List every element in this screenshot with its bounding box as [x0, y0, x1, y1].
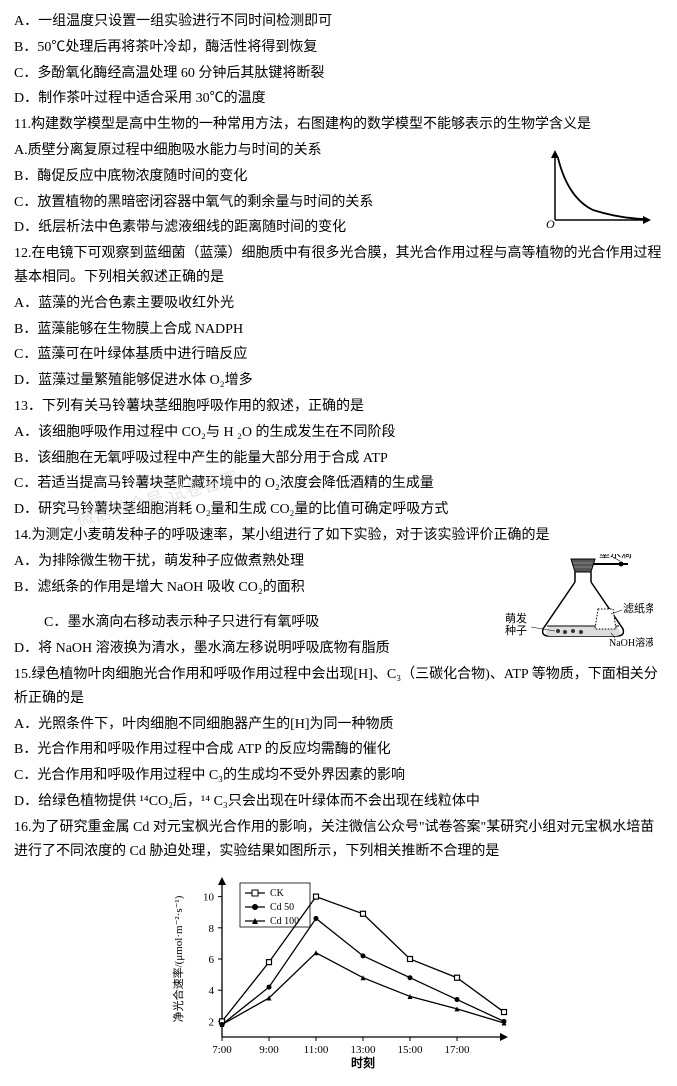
q15-option-b: B．光合作用和呼吸作用过程中合成 ATP 的反应均需酶的催化 [14, 738, 663, 762]
q12-stem: 12.在电镜下可观察到蓝细菌（蓝藻）细胞质中有很多光合膜，其光合作用过程与高等植… [14, 242, 663, 290]
ink-label: 墨水滴 [599, 554, 632, 560]
q12-option-c: C．蓝藻可在叶绿体基质中进行暗反应 [14, 343, 663, 367]
q14-block: 14.为测定小麦萌发种子的呼吸速率，某小组进行了如下实验，对于该实验评价正确的是… [14, 524, 663, 635]
svg-text:15:00: 15:00 [397, 1044, 423, 1056]
svg-text:Cd 50: Cd 50 [270, 902, 294, 913]
svg-text:4: 4 [208, 985, 214, 997]
svg-text:13:00: 13:00 [350, 1044, 376, 1056]
q16-chart-container: 2 4 6 8 10 7:00 9:00 11:00 13:00 15:00 17:00 净光合速率/… [14, 869, 663, 1078]
svg-text:10: 10 [203, 892, 215, 904]
svg-text:6: 6 [208, 954, 214, 966]
q11-stem: 11.构建数学模型是高中生物的一种常用方法，右图建构的数学模型不能够表示的生物学… [14, 113, 663, 137]
seeds-label: 萌发 [505, 611, 527, 625]
svg-text:Cd 100: Cd 100 [270, 916, 299, 927]
axis-origin-label: O [546, 217, 555, 231]
q11-block: 11.构建数学模型是高中生物的一种常用方法，右图建构的数学模型不能够表示的生物学… [14, 113, 663, 240]
svg-text:时刻: 时刻 [350, 1055, 374, 1069]
q15-option-a: A．光照条件下，叶肉细胞不同细胞器产生的[H]为同一种物质 [14, 713, 663, 737]
svg-text:7:00: 7:00 [212, 1044, 232, 1056]
svg-text:净光合速率/(μmol·m⁻²·s⁻¹): 净光合速率/(μmol·m⁻²·s⁻¹) [171, 896, 185, 1023]
decay-curve-figure: O [543, 148, 653, 233]
q13-option-d: D．研究马铃薯块茎细胞消耗 O₂量和生成 CO₂量的比值可确定呼吸方式 [14, 498, 663, 522]
q10-option-c: C．多酚氧化酶经高温处理 60 分钟后其肽键将断裂 [14, 62, 663, 86]
paper-label: 滤纸条 [623, 601, 653, 615]
q16-stem: 16.为了研究重金属 Cd 对元宝枫光合作用的影响，关注微信公众号"试卷答案"某… [14, 816, 663, 864]
q12-option-d: D．蓝藻过量繁殖能够促进水体 O₂增多 [14, 369, 663, 393]
q10-option-d: D．制作茶叶过程中适合采用 30℃的温度 [14, 87, 663, 111]
q15-option-d: D．给绿色植物提供 ¹⁴CO₂后，¹⁴ C₃只会出现在叶绿体而不会出现在线粒体中 [14, 790, 663, 814]
q12-option-b: B．蓝藻能够在生物膜上合成 NADPH [14, 318, 663, 342]
flask-apparatus-figure: 墨水滴 萌发 种子 滤纸条 NaOH溶液 [503, 554, 653, 649]
svg-text:2: 2 [208, 1017, 214, 1029]
svg-text:11:00: 11:00 [303, 1044, 328, 1056]
q10-option-b: B．50℃处理后再将茶叶冷却，酶活性将得到恢复 [14, 36, 663, 60]
svg-text:9:00: 9:00 [259, 1044, 279, 1056]
q13-option-a: A．该细胞呼吸作用过程中 CO₂与 H ₂O 的生成发生在不同阶段 [14, 421, 663, 445]
q10-option-a: A．一组温度只设置一组实验进行不同时间检测即可 [14, 10, 663, 34]
q12-option-a: A．蓝藻的光合色素主要吸收红外光 [14, 292, 663, 316]
q13-option-b: B．该细胞在无氧呼吸过程中产生的能量大部分用于合成 ATP [14, 447, 663, 471]
svg-text:17:00: 17:00 [444, 1044, 470, 1056]
q13-stem: 13．下列有关马铃薯块茎细胞呼吸作用的叙述，正确的是 [14, 395, 663, 419]
q15-option-c: C．光合作用和呼吸作用过程中 C₃的生成均不受外界因素的影响 [14, 764, 663, 788]
q13-option-c: C．若适当提高马铃薯块茎贮藏环境中的 O₂浓度会降低酒精的生成量 [14, 472, 663, 496]
q16-line-chart: 2 4 6 8 10 7:00 9:00 11:00 13:00 15:00 17:00 净光合速率/… [164, 869, 514, 1069]
svg-text:8: 8 [208, 923, 214, 935]
q14-stem: 14.为测定小麦萌发种子的呼吸速率，某小组进行了如下实验，对于该实验评价正确的是 [14, 524, 663, 548]
svg-text:CK: CK [270, 888, 285, 899]
q15-stem: 15.绿色植物叶肉细胞光合作用和呼吸作用过程中会出现[H]、C₃（三碳化合物)、… [14, 663, 663, 711]
seeds-label2: 种子 [505, 623, 527, 637]
naoh-label: NaOH溶液 [609, 636, 653, 649]
